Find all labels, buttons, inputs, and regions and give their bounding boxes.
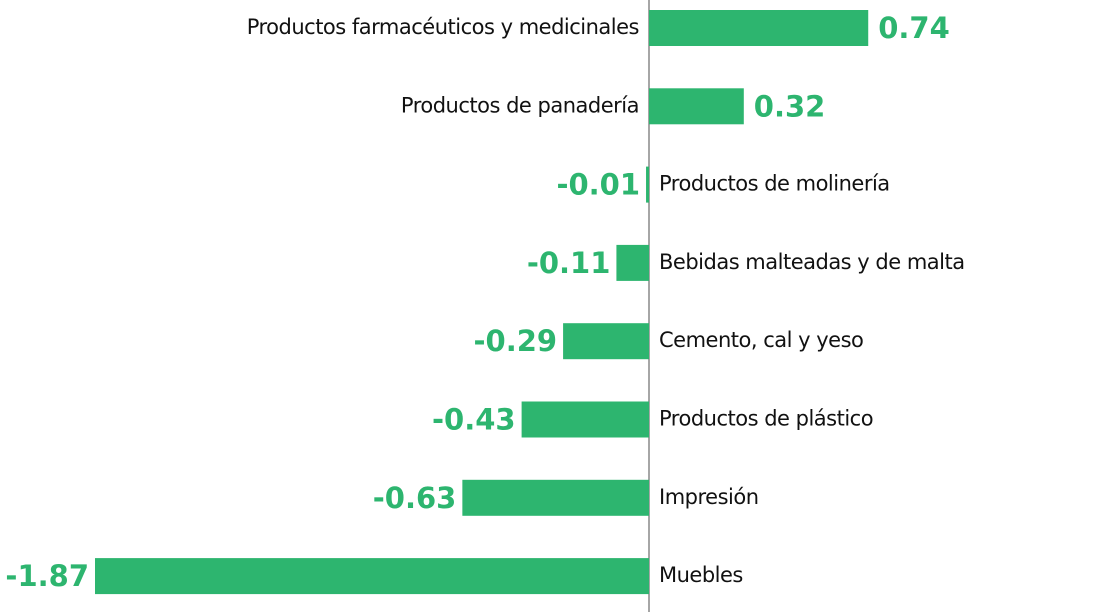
category-label: Productos de molinería xyxy=(659,172,890,196)
value-label: -0.43 xyxy=(432,403,516,437)
category-label: Cemento, cal y yeso xyxy=(659,328,863,352)
bar xyxy=(462,479,649,516)
category-label: Productos farmacéuticos y medicinales xyxy=(247,15,639,39)
bar xyxy=(616,244,649,281)
bar xyxy=(646,166,649,203)
bar xyxy=(649,10,869,46)
bar xyxy=(649,88,744,125)
category-label: Muebles xyxy=(659,563,743,587)
value-label: 0.74 xyxy=(878,11,950,45)
value-label: -0.29 xyxy=(473,324,557,358)
value-label: 0.32 xyxy=(754,89,826,123)
bar xyxy=(563,323,649,360)
category-label: Productos de plástico xyxy=(659,407,873,431)
value-label: -0.11 xyxy=(527,246,611,280)
category-label: Productos de panadería xyxy=(401,93,639,117)
category-label: Impresión xyxy=(659,485,759,509)
value-label: -0.01 xyxy=(556,168,640,202)
category-label: Bebidas malteadas y de malta xyxy=(659,250,965,274)
bar xyxy=(95,558,649,595)
bar xyxy=(521,401,649,438)
value-label: -0.63 xyxy=(373,481,457,515)
value-label: -1.87 xyxy=(5,559,89,593)
